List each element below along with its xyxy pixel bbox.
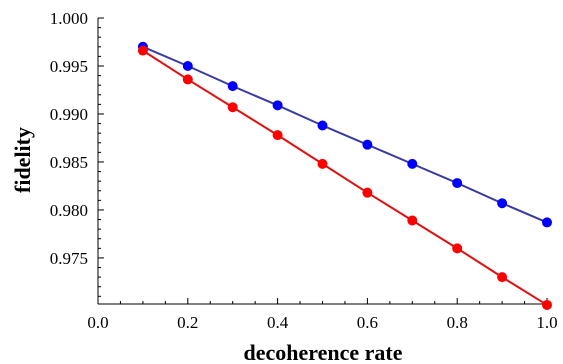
y-tick-label: 0.990: [50, 105, 88, 124]
series-line: [143, 51, 547, 305]
data-point: [497, 198, 507, 208]
data-point: [318, 120, 328, 130]
data-point: [542, 217, 552, 227]
axes: 0.0 0.2 0.4 0.6 0.8 1.0 0.975 0.980 0.985 0.990 0.…: [50, 9, 558, 332]
data-point: [542, 300, 552, 310]
x-tick-label: 0.8: [447, 313, 468, 332]
x-tick-label: 0.4: [267, 313, 289, 332]
data-point: [228, 102, 238, 112]
data-point: [228, 81, 238, 91]
data-point: [362, 188, 372, 198]
y-tick-label: 0.980: [50, 201, 88, 220]
data-point: [407, 159, 417, 169]
series-layer: [138, 42, 552, 310]
data-point: [362, 140, 372, 150]
x-tick-label: 0.6: [357, 313, 378, 332]
y-tick-label: 0.995: [50, 57, 88, 76]
data-point: [138, 46, 148, 56]
data-point: [497, 272, 507, 282]
y-tick-label: 0.975: [50, 249, 88, 268]
data-point: [452, 243, 462, 253]
x-tick-label: 1.0: [536, 313, 557, 332]
data-point: [273, 100, 283, 110]
data-point: [318, 159, 328, 169]
data-point: [183, 74, 193, 84]
series-line: [143, 47, 547, 223]
x-tick-label: 0.0: [87, 313, 108, 332]
y-tick-label: 1.000: [50, 9, 88, 28]
data-point: [452, 178, 462, 188]
data-point: [183, 61, 193, 71]
series-1: [138, 42, 552, 228]
x-axis-title: decoherence rate: [243, 340, 402, 364]
data-point: [273, 130, 283, 140]
series-2: [138, 46, 552, 310]
data-point: [407, 216, 417, 226]
y-axis-title: fidelity: [10, 127, 35, 193]
y-tick-label: 0.985: [50, 153, 88, 172]
x-tick-label: 0.2: [177, 313, 198, 332]
